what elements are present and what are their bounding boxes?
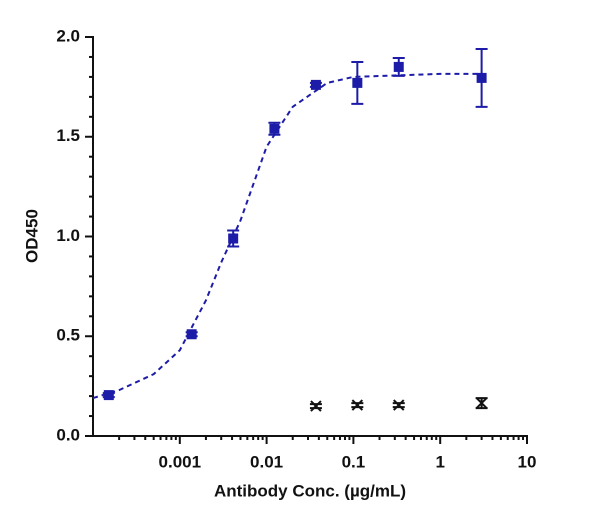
point bbox=[310, 79, 321, 90]
x-tick-label: 1 bbox=[435, 452, 444, 471]
y-axis-label: OD450 bbox=[22, 209, 41, 263]
y-tick-label: 0.5 bbox=[56, 326, 80, 345]
y-tick-label: 1.0 bbox=[56, 226, 80, 245]
point bbox=[103, 390, 114, 401]
y-tick-label: 1.5 bbox=[56, 126, 80, 145]
point bbox=[475, 397, 488, 409]
point bbox=[228, 233, 239, 244]
x-axis-label: Antibody Conc. (µg/mL) bbox=[214, 481, 406, 500]
fit-curve bbox=[92, 72, 482, 400]
point bbox=[476, 72, 487, 83]
point bbox=[269, 123, 280, 134]
y-tick-label: 2.0 bbox=[56, 26, 80, 45]
x-tick-label: 0.01 bbox=[250, 452, 283, 471]
point bbox=[352, 77, 363, 88]
point bbox=[351, 399, 364, 411]
point bbox=[393, 61, 404, 72]
y-tick-label: 0.0 bbox=[56, 425, 80, 444]
x-tick-label: 0.1 bbox=[342, 452, 366, 471]
point bbox=[186, 329, 197, 340]
point bbox=[310, 400, 322, 412]
point bbox=[393, 399, 405, 411]
x-tick-label: 0.001 bbox=[159, 452, 202, 471]
x-tick-label: 10 bbox=[518, 452, 537, 471]
